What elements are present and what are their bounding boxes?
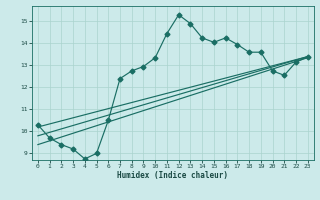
X-axis label: Humidex (Indice chaleur): Humidex (Indice chaleur) — [117, 171, 228, 180]
